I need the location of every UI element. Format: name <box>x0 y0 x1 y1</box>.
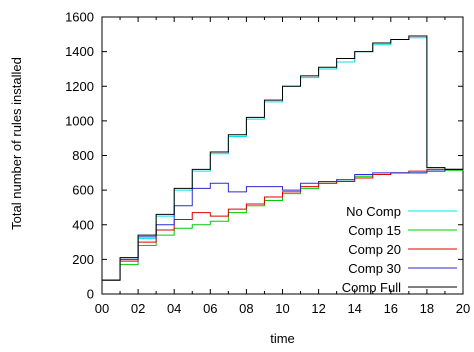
y-tick-label: 1000 <box>65 113 94 128</box>
x-tick-label: 02 <box>131 301 145 316</box>
x-tick-label: 08 <box>239 301 253 316</box>
legend-label: Comp 20 <box>348 242 401 257</box>
x-tick-label: 14 <box>347 301 361 316</box>
legend-label: Comp 15 <box>348 223 401 238</box>
y-tick-label: 200 <box>72 252 94 267</box>
x-tick-label: 06 <box>203 301 217 316</box>
y-tick-label: 0 <box>87 287 94 302</box>
y-tick-label: 1200 <box>65 79 94 94</box>
y-tick-label: 1400 <box>65 44 94 59</box>
plot-border <box>101 16 464 295</box>
series-line-comp-30 <box>102 168 464 281</box>
plot-frame <box>101 16 464 295</box>
y-tick-label: 800 <box>72 148 94 163</box>
x-tick-label: 12 <box>311 301 325 316</box>
legend-label: No Comp <box>346 204 401 219</box>
x-tick-label: 04 <box>167 301 181 316</box>
y-tick-label: 1600 <box>65 10 94 25</box>
legend: No Comp Comp 15 Comp 20 Comp 30 Comp Full <box>342 204 457 295</box>
x-tick-label: 18 <box>420 301 434 316</box>
x-axis-title: time <box>270 331 295 346</box>
y-axis-title: Total number of rules installed <box>9 57 24 230</box>
x-tick-label: 10 <box>275 301 289 316</box>
y-tick-label: 600 <box>72 183 94 198</box>
series-line-comp-full <box>102 35 464 281</box>
series-layer <box>102 35 464 281</box>
y-axis: 0 200 400 600 800 1000 1200 1400 1600 <box>65 10 463 302</box>
x-tick-label: 00 <box>95 301 109 316</box>
x-tick-label: 16 <box>384 301 398 316</box>
x-axis: 00 02 04 06 08 10 12 14 16 18 20 <box>95 17 470 316</box>
legend-label: Comp Full <box>342 280 401 295</box>
y-tick-label: 400 <box>72 217 94 232</box>
x-tick-label: 20 <box>456 301 470 316</box>
legend-label: Comp 30 <box>348 261 401 276</box>
